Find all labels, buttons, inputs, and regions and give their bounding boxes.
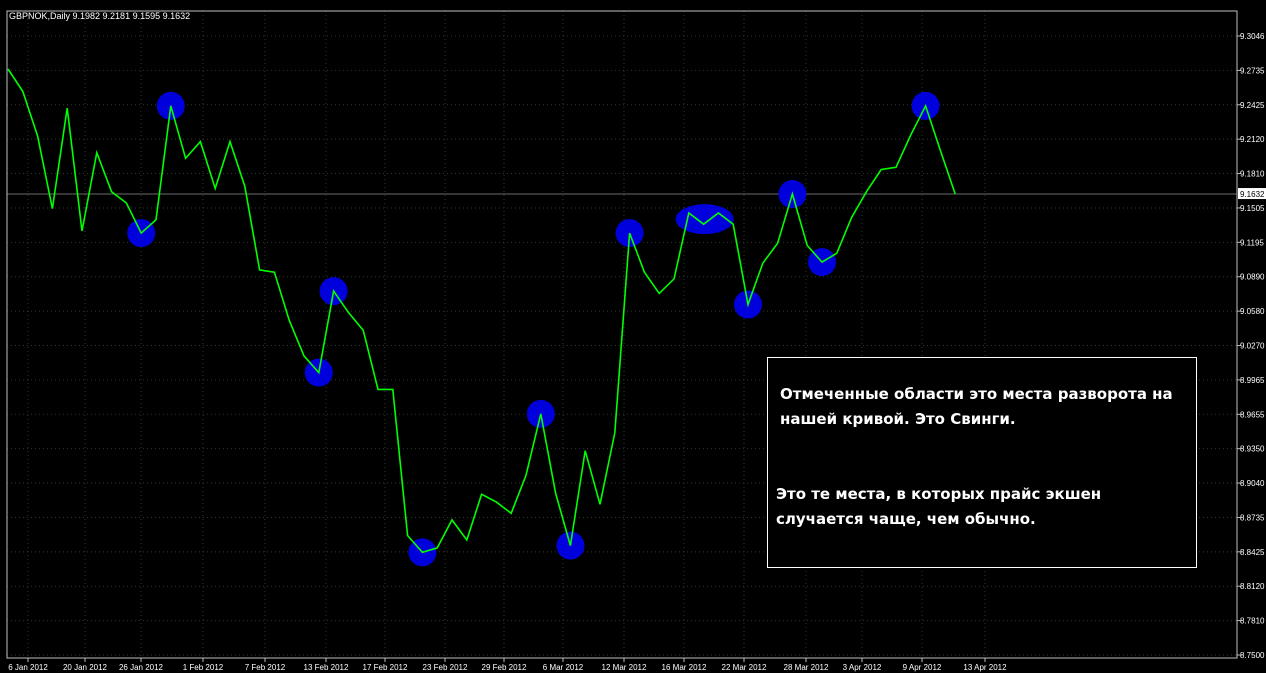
y-tick-label: 8.7500 — [1240, 651, 1265, 660]
y-tick-label: 9.2735 — [1240, 66, 1265, 75]
x-tick-label: 16 Mar 2012 — [662, 663, 707, 672]
current-price-background — [1238, 188, 1266, 200]
y-tick-label: 9.1195 — [1240, 238, 1264, 247]
y-tick-label: 9.3046 — [1240, 32, 1265, 41]
price-series-line — [7, 68, 956, 554]
y-tick-label: 8.7810 — [1240, 617, 1265, 626]
x-tick-label: 6 Mar 2012 — [543, 663, 584, 672]
current-price-label: 9.1632 — [1238, 188, 1266, 200]
y-tick-label: 8.9655 — [1240, 410, 1265, 419]
y-tick-label: 8.8425 — [1240, 548, 1265, 557]
chart-header: GBPNOK,Daily 9.1982 9.2181 9.1595 9.1632 — [9, 11, 190, 21]
x-tick-label: 26 Jan 2012 — [119, 663, 164, 672]
x-tick-label: 3 Apr 2012 — [843, 663, 882, 672]
y-tick-label: 8.8120 — [1240, 582, 1265, 591]
axes: 9.3046 9.2735 9.2425 9.2120 9.1810 9.1505 9.11… — [8, 32, 1265, 672]
y-tick-label: 8.9040 — [1240, 479, 1265, 488]
x-tick-label: 13 Feb 2012 — [304, 663, 349, 672]
x-tick-label: 17 Feb 2012 — [363, 663, 408, 672]
x-tick-label: 12 Mar 2012 — [602, 663, 647, 672]
x-tick-label: 1 Feb 2012 — [183, 663, 224, 672]
y-tick-label: 9.0270 — [1240, 342, 1265, 351]
x-tick-label: 7 Feb 2012 — [245, 663, 286, 672]
swing-marker — [675, 204, 734, 235]
y-tick-label: 8.9350 — [1240, 445, 1265, 454]
annotation-paragraph-1: Отмеченные области это места разворота н… — [780, 385, 1173, 428]
plot-border — [6, 10, 1238, 659]
x-tick-label: 20 Jan 2012 — [63, 663, 108, 672]
x-tick-label: 29 Feb 2012 — [482, 663, 527, 672]
x-tick-label: 22 Mar 2012 — [722, 663, 767, 672]
x-tick-label: 28 Mar 2012 — [784, 663, 829, 672]
y-tick-label: 9.1810 — [1240, 170, 1265, 179]
x-tick-label: 6 Jan 2012 — [8, 663, 48, 672]
y-tick-label: 8.9965 — [1240, 376, 1265, 385]
y-tick-label: 9.1505 — [1240, 204, 1265, 213]
x-tick-label: 9 Apr 2012 — [903, 663, 942, 672]
y-tick-label: 9.2120 — [1240, 135, 1265, 144]
annotation-paragraph-2: Это те места, в которых прайс экшен случ… — [776, 485, 1102, 528]
annotation-box: Отмеченные области это места разворота н… — [767, 357, 1197, 568]
y-tick-label: 9.0580 — [1240, 307, 1265, 316]
current-price-value: 9.1632 — [1240, 190, 1265, 199]
y-tick-label: 9.0890 — [1240, 273, 1265, 282]
x-tick-label: 13 Apr 2012 — [963, 663, 1007, 672]
y-tick-label: 9.2425 — [1240, 101, 1265, 110]
grid — [7, 11, 1237, 658]
x-tick-label: 23 Feb 2012 — [423, 663, 468, 672]
y-tick-label: 8.8735 — [1240, 513, 1265, 522]
